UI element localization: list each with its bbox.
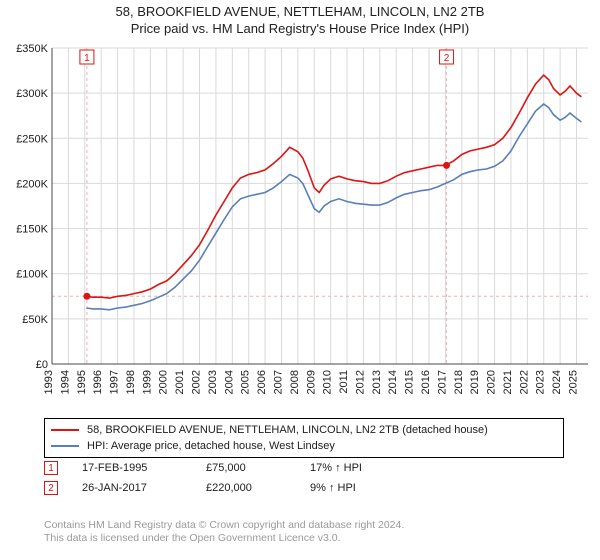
footer-line: This data is licensed under the Open Gov… (44, 532, 404, 546)
title-subtitle: Price paid vs. HM Land Registry's House … (0, 21, 600, 36)
svg-text:2024: 2024 (551, 370, 563, 394)
svg-text:£150K: £150K (16, 224, 48, 236)
event-date: 17-FEB-1995 (82, 462, 182, 474)
event-marker-icon: 2 (44, 481, 58, 495)
svg-text:2011: 2011 (338, 370, 350, 394)
legend-swatch (51, 445, 79, 447)
svg-text:2014: 2014 (387, 370, 399, 394)
event-date: 26-JAN-2017 (82, 482, 182, 494)
svg-text:2005: 2005 (240, 370, 252, 394)
svg-text:2: 2 (444, 53, 450, 64)
legend: 58, BROOKFIELD AVENUE, NETTLEHAM, LINCOL… (44, 418, 564, 458)
svg-text:2020: 2020 (486, 370, 498, 394)
svg-text:2008: 2008 (289, 370, 301, 394)
svg-text:2023: 2023 (535, 370, 547, 394)
svg-text:1999: 1999 (141, 370, 153, 394)
svg-text:1993: 1993 (43, 370, 55, 394)
svg-text:2025: 2025 (568, 370, 580, 394)
legend-item: 58, BROOKFIELD AVENUE, NETTLEHAM, LINCOL… (51, 422, 557, 438)
event-price: £75,000 (206, 462, 286, 474)
svg-text:1997: 1997 (109, 370, 121, 394)
svg-text:£50K: £50K (22, 314, 48, 326)
svg-text:2018: 2018 (453, 370, 465, 394)
svg-text:2013: 2013 (371, 370, 383, 394)
event-row: 1 17-FEB-1995 £75,000 17% ↑ HPI (44, 458, 410, 478)
svg-text:2000: 2000 (158, 370, 170, 394)
chart-svg: £0 £50K £100K £150K £200K £250K £300K £350K 1993… (8, 44, 592, 412)
svg-text:1994: 1994 (59, 370, 71, 394)
svg-text:1: 1 (84, 53, 90, 64)
svg-text:2016: 2016 (420, 370, 432, 394)
svg-text:2012: 2012 (354, 370, 366, 394)
chart: £0 £50K £100K £150K £200K £250K £300K £350K 1993… (8, 44, 592, 412)
svg-text:2009: 2009 (305, 370, 317, 394)
legend-swatch (51, 429, 79, 431)
title-address: 58, BROOKFIELD AVENUE, NETTLEHAM, LINCOL… (0, 4, 600, 19)
svg-text:£0: £0 (36, 359, 48, 371)
event-row: 2 26-JAN-2017 £220,000 9% ↑ HPI (44, 478, 410, 498)
events-table: 1 17-FEB-1995 £75,000 17% ↑ HPI 2 26-JAN… (44, 458, 410, 498)
event-marker-icon: 1 (44, 461, 58, 475)
svg-text:£200K: £200K (16, 178, 48, 190)
svg-text:2007: 2007 (272, 370, 284, 394)
chart-container: 58, BROOKFIELD AVENUE, NETTLEHAM, LINCOL… (0, 0, 600, 560)
footer-line: Contains HM Land Registry data © Crown c… (44, 519, 404, 533)
svg-text:£250K: £250K (16, 133, 48, 145)
footer: Contains HM Land Registry data © Crown c… (44, 519, 404, 546)
svg-text:2015: 2015 (404, 370, 416, 394)
svg-text:2017: 2017 (436, 370, 448, 394)
event-price: £220,000 (206, 482, 286, 494)
svg-text:2001: 2001 (174, 370, 186, 394)
svg-text:£350K: £350K (16, 44, 48, 55)
svg-text:2010: 2010 (322, 370, 334, 394)
svg-text:2022: 2022 (518, 370, 530, 394)
svg-text:£100K: £100K (16, 269, 48, 281)
svg-text:2002: 2002 (191, 370, 203, 394)
svg-text:1998: 1998 (125, 370, 137, 394)
title-block: 58, BROOKFIELD AVENUE, NETTLEHAM, LINCOL… (0, 0, 600, 36)
legend-label: 58, BROOKFIELD AVENUE, NETTLEHAM, LINCOL… (87, 424, 488, 436)
event-delta: 17% ↑ HPI (310, 462, 410, 474)
svg-text:1996: 1996 (92, 370, 104, 394)
event-delta: 9% ↑ HPI (310, 482, 410, 494)
svg-text:2019: 2019 (469, 370, 481, 394)
svg-text:2006: 2006 (256, 370, 268, 394)
svg-text:1995: 1995 (76, 370, 88, 394)
svg-text:2003: 2003 (207, 370, 219, 394)
svg-text:2004: 2004 (223, 370, 235, 394)
legend-label: HPI: Average price, detached house, West… (87, 440, 335, 452)
svg-text:2021: 2021 (502, 370, 514, 394)
legend-item: HPI: Average price, detached house, West… (51, 438, 557, 454)
svg-text:£300K: £300K (16, 88, 48, 100)
